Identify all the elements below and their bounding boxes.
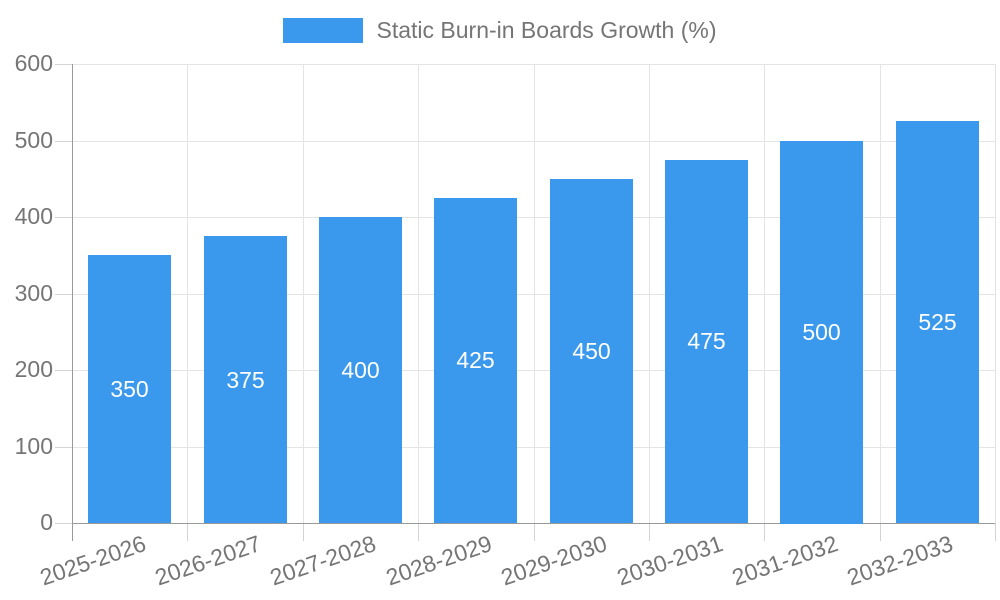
bar-value-label: 375: [226, 367, 265, 393]
bar[interactable]: [434, 198, 517, 523]
y-axis-line: [72, 64, 73, 523]
x-gridline: [764, 64, 765, 523]
y-axis-tick: [55, 217, 72, 218]
x-axis-category-label: 2025-2026: [36, 530, 150, 591]
y-gridline: [72, 64, 995, 65]
x-axis-tick: [764, 523, 765, 541]
x-gridline: [534, 64, 535, 523]
x-axis-tick: [187, 523, 188, 541]
y-gridline: [72, 217, 995, 218]
x-gridline: [303, 64, 304, 523]
legend-label: Static Burn-in Boards Growth (%): [376, 17, 717, 43]
legend-swatch: [283, 17, 364, 43]
x-gridline: [880, 64, 881, 523]
y-gridline: [72, 447, 995, 448]
bar-value-label: 425: [456, 347, 495, 373]
bar-value-label: 525: [918, 309, 957, 335]
bar[interactable]: [204, 236, 287, 523]
x-axis-tick: [995, 523, 996, 541]
x-gridline: [418, 64, 419, 523]
y-axis-tick-label: 600: [14, 50, 53, 76]
x-axis-category-label: 2032-2033: [843, 530, 957, 591]
x-axis-tick: [72, 523, 73, 541]
y-axis-tick: [55, 64, 72, 65]
x-axis-tick: [534, 523, 535, 541]
bar[interactable]: [319, 217, 402, 523]
bar[interactable]: [896, 121, 979, 523]
y-axis-tick: [55, 370, 72, 371]
bar[interactable]: [780, 141, 863, 524]
y-axis-tick: [55, 523, 72, 524]
bar-value-label: 475: [687, 328, 726, 354]
legend[interactable]: Static Burn-in Boards Growth (%): [0, 16, 1000, 44]
x-axis-category-label: 2031-2032: [728, 530, 842, 591]
y-axis-tick: [55, 294, 72, 295]
bar[interactable]: [88, 255, 171, 523]
y-axis-tick: [55, 141, 72, 142]
bar-value-label: 450: [572, 338, 611, 364]
y-gridline: [72, 370, 995, 371]
y-gridline: [72, 294, 995, 295]
y-gridline: [72, 141, 995, 142]
bar-value-label: 350: [110, 376, 149, 402]
x-axis-category-label: 2026-2027: [151, 530, 265, 591]
x-axis-category-label: 2030-2031: [613, 530, 727, 591]
y-axis-tick-label: 300: [14, 280, 53, 306]
y-axis-tick: [55, 447, 72, 448]
x-gridline: [649, 64, 650, 523]
bar[interactable]: [550, 179, 633, 523]
x-axis-category-label: 2028-2029: [382, 530, 496, 591]
x-axis-tick: [880, 523, 881, 541]
x-gridline: [187, 64, 188, 523]
x-axis-category-label: 2027-2028: [266, 530, 380, 591]
x-axis-tick: [649, 523, 650, 541]
y-axis-tick-label: 400: [14, 203, 53, 229]
x-axis-line: [72, 523, 995, 524]
bar-value-label: 400: [341, 357, 380, 383]
y-axis-tick-label: 200: [14, 356, 53, 382]
y-axis-tick-label: 0: [40, 509, 53, 535]
x-axis-category-label: 2029-2030: [497, 530, 611, 591]
x-axis-tick: [418, 523, 419, 541]
bar-value-label: 500: [802, 319, 841, 345]
y-axis-tick-label: 100: [14, 433, 53, 459]
y-axis-tick-label: 500: [14, 127, 53, 153]
x-axis-tick: [303, 523, 304, 541]
x-gridline: [995, 64, 996, 523]
bar[interactable]: [665, 160, 748, 523]
